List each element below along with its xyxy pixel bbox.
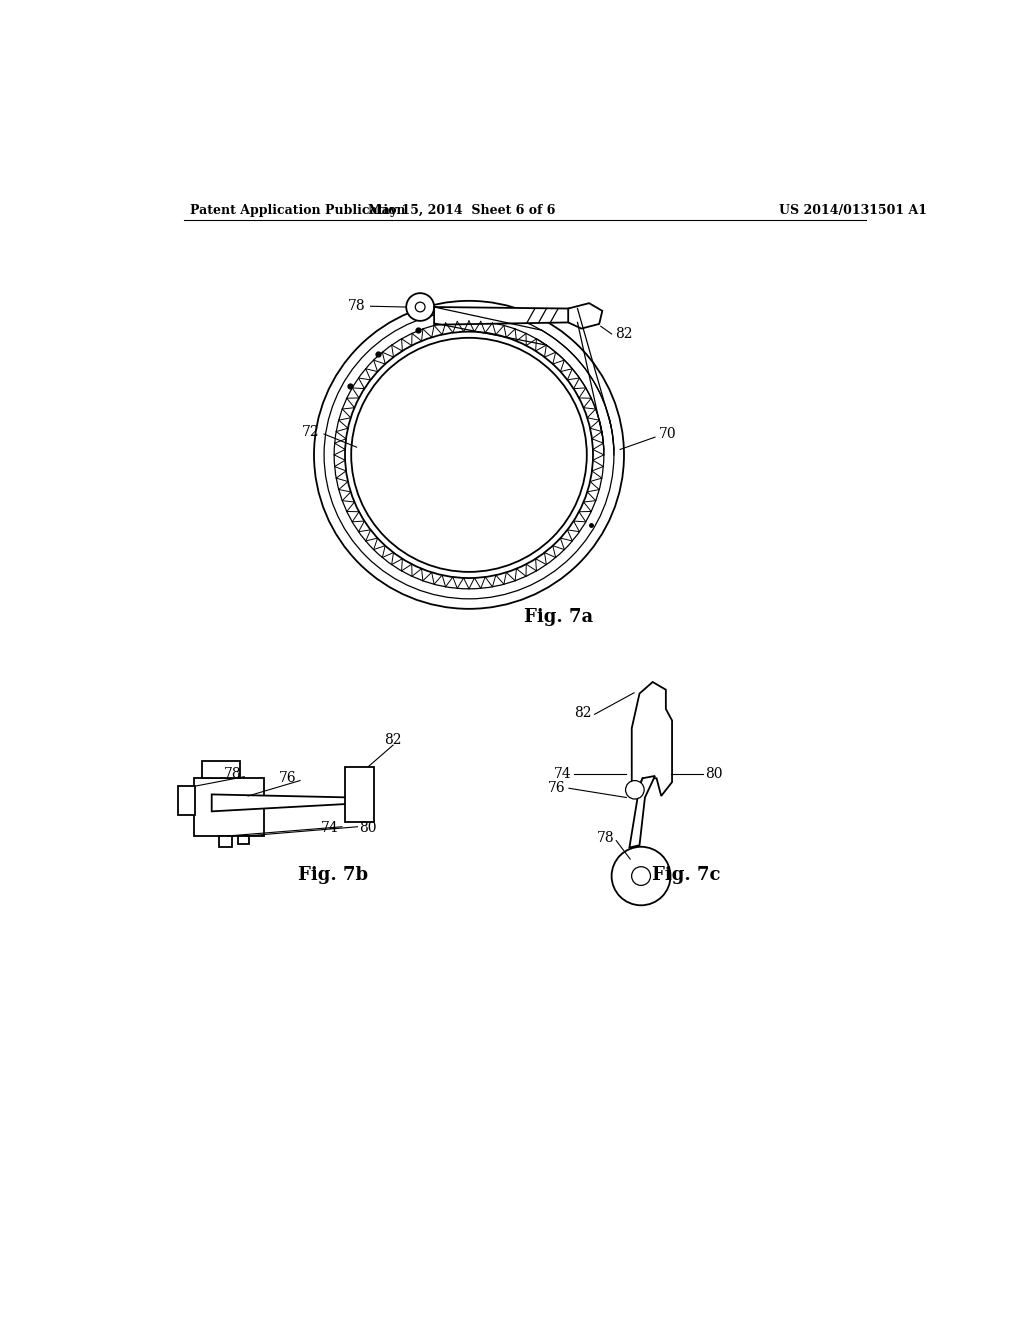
Text: 70: 70 (658, 428, 677, 441)
Text: 72: 72 (302, 425, 319, 438)
Bar (345, 767, 375, 822)
Circle shape (611, 847, 671, 906)
Bar (178, 785, 196, 816)
Text: Fig. 7c: Fig. 7c (651, 866, 720, 883)
Circle shape (626, 780, 644, 799)
Text: Fig. 7b: Fig. 7b (298, 866, 369, 883)
Text: 82: 82 (384, 733, 401, 747)
Circle shape (416, 302, 425, 312)
Text: May 15, 2014  Sheet 6 of 6: May 15, 2014 Sheet 6 of 6 (368, 205, 555, 218)
Text: 78: 78 (597, 830, 615, 845)
Text: Fig. 7a: Fig. 7a (523, 607, 593, 626)
Text: 80: 80 (706, 767, 723, 781)
Polygon shape (212, 795, 352, 812)
Text: 78: 78 (224, 767, 242, 781)
Bar (219, 836, 231, 847)
Polygon shape (630, 776, 655, 847)
Text: 78: 78 (348, 300, 366, 313)
Bar (238, 836, 249, 843)
Text: 80: 80 (359, 821, 377, 836)
Text: 76: 76 (280, 771, 297, 785)
Text: 76: 76 (548, 781, 566, 795)
Text: US 2014/0131501 A1: US 2014/0131501 A1 (779, 205, 927, 218)
Text: 74: 74 (554, 767, 571, 781)
Bar (202, 762, 241, 779)
Circle shape (632, 867, 650, 886)
Polygon shape (434, 308, 569, 325)
Circle shape (407, 293, 434, 321)
Polygon shape (568, 304, 602, 329)
Text: Patent Application Publication: Patent Application Publication (190, 205, 406, 218)
Text: 82: 82 (573, 706, 592, 719)
Text: 82: 82 (614, 327, 632, 341)
Ellipse shape (351, 338, 587, 572)
Polygon shape (632, 682, 672, 796)
Text: 74: 74 (322, 821, 339, 836)
Bar (194, 779, 263, 836)
